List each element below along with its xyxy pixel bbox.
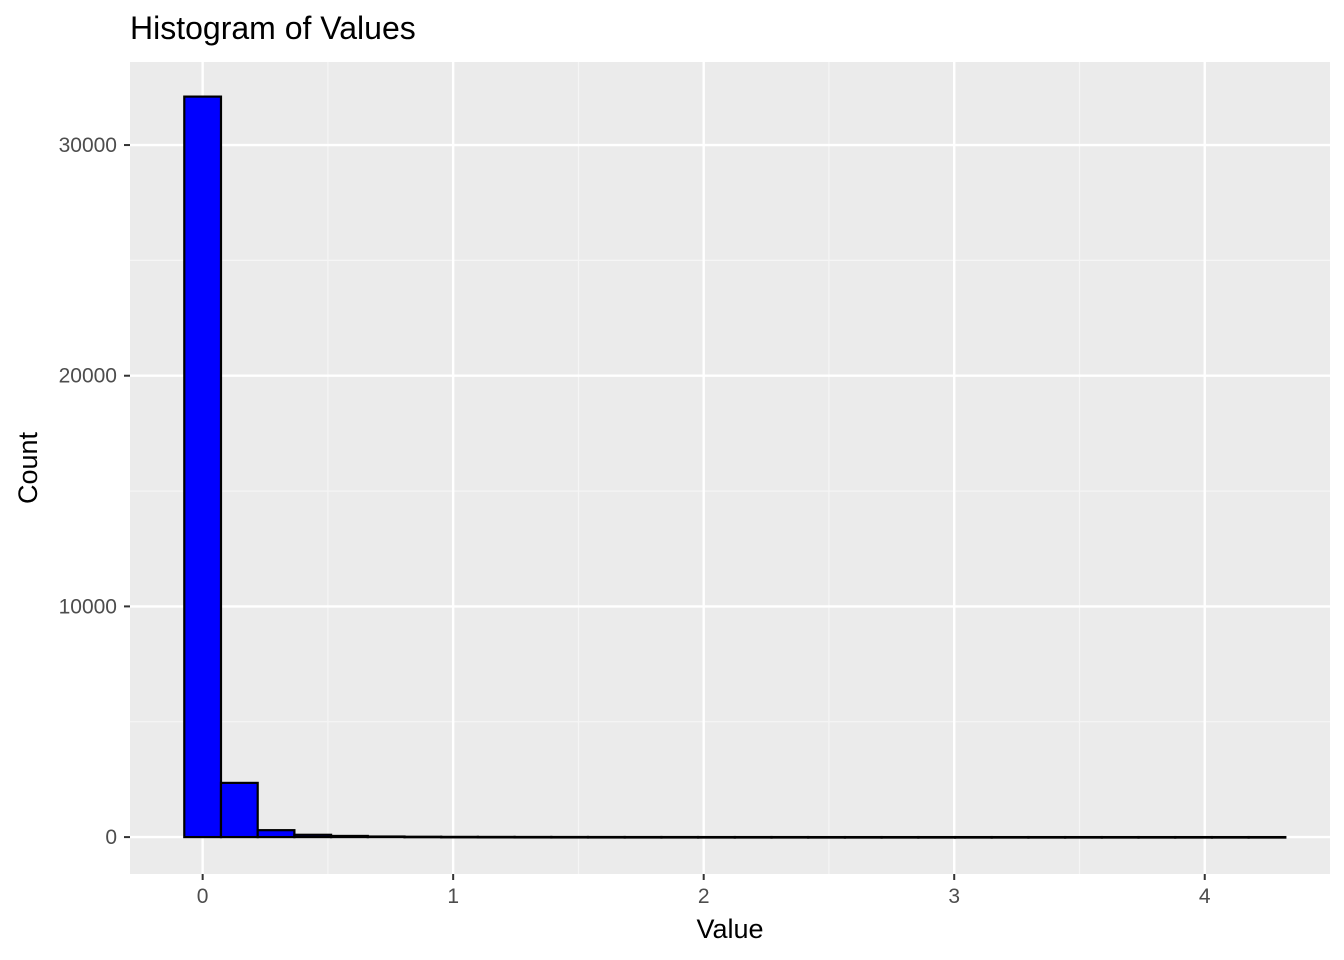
histogram-bar (990, 835, 1030, 839)
histogram-bar (183, 95, 223, 839)
histogram-bar (440, 835, 479, 839)
histogram-bar (1100, 835, 1140, 839)
histogram-bar (917, 835, 957, 839)
histogram-bar (1027, 835, 1067, 839)
histogram-bar (366, 835, 406, 839)
histogram-bar (1064, 835, 1103, 839)
histogram-bar (843, 835, 883, 839)
histogram-bar (697, 835, 736, 839)
histogram-bar (1174, 835, 1214, 839)
histogram-bar (586, 835, 626, 839)
plot-panel (130, 62, 1330, 874)
x-axis-title: Value (696, 914, 763, 944)
histogram-bar (1137, 835, 1177, 839)
histogram-bars (183, 95, 1287, 839)
histogram-bar (770, 835, 810, 839)
x-axis: 0 1 2 3 4 (197, 874, 1211, 908)
histogram-bar (293, 833, 333, 839)
y-tick-label: 30000 (59, 134, 117, 157)
y-axis-title: Count (13, 431, 43, 504)
histogram-bar (550, 835, 590, 839)
y-tick-label: 10000 (59, 595, 117, 618)
histogram-bar (513, 835, 553, 839)
x-tick-label: 3 (948, 885, 960, 908)
histogram-bar (476, 835, 516, 839)
histogram-bar (733, 835, 773, 839)
x-tick-label: 4 (1199, 885, 1211, 908)
histogram-bar (623, 835, 663, 839)
x-tick-label: 1 (447, 885, 459, 908)
y-tick-label: 20000 (59, 365, 117, 388)
x-tick-label: 2 (698, 885, 710, 908)
x-tick-label: 0 (197, 885, 209, 908)
chart-title: Histogram of Values (130, 10, 416, 46)
histogram-bar (329, 834, 369, 839)
histogram-bar (660, 835, 700, 839)
histogram-bar (953, 835, 993, 839)
y-tick-label: 0 (105, 826, 117, 849)
histogram-bar (219, 781, 259, 839)
histogram-bar (403, 835, 443, 839)
y-axis: 0 10000 20000 30000 (59, 134, 130, 849)
histogram-bar (880, 835, 920, 839)
histogram-bar (256, 829, 296, 839)
histogram-bar (1210, 835, 1250, 839)
histogram-bar (1247, 835, 1287, 839)
histogram-bar (807, 835, 847, 839)
